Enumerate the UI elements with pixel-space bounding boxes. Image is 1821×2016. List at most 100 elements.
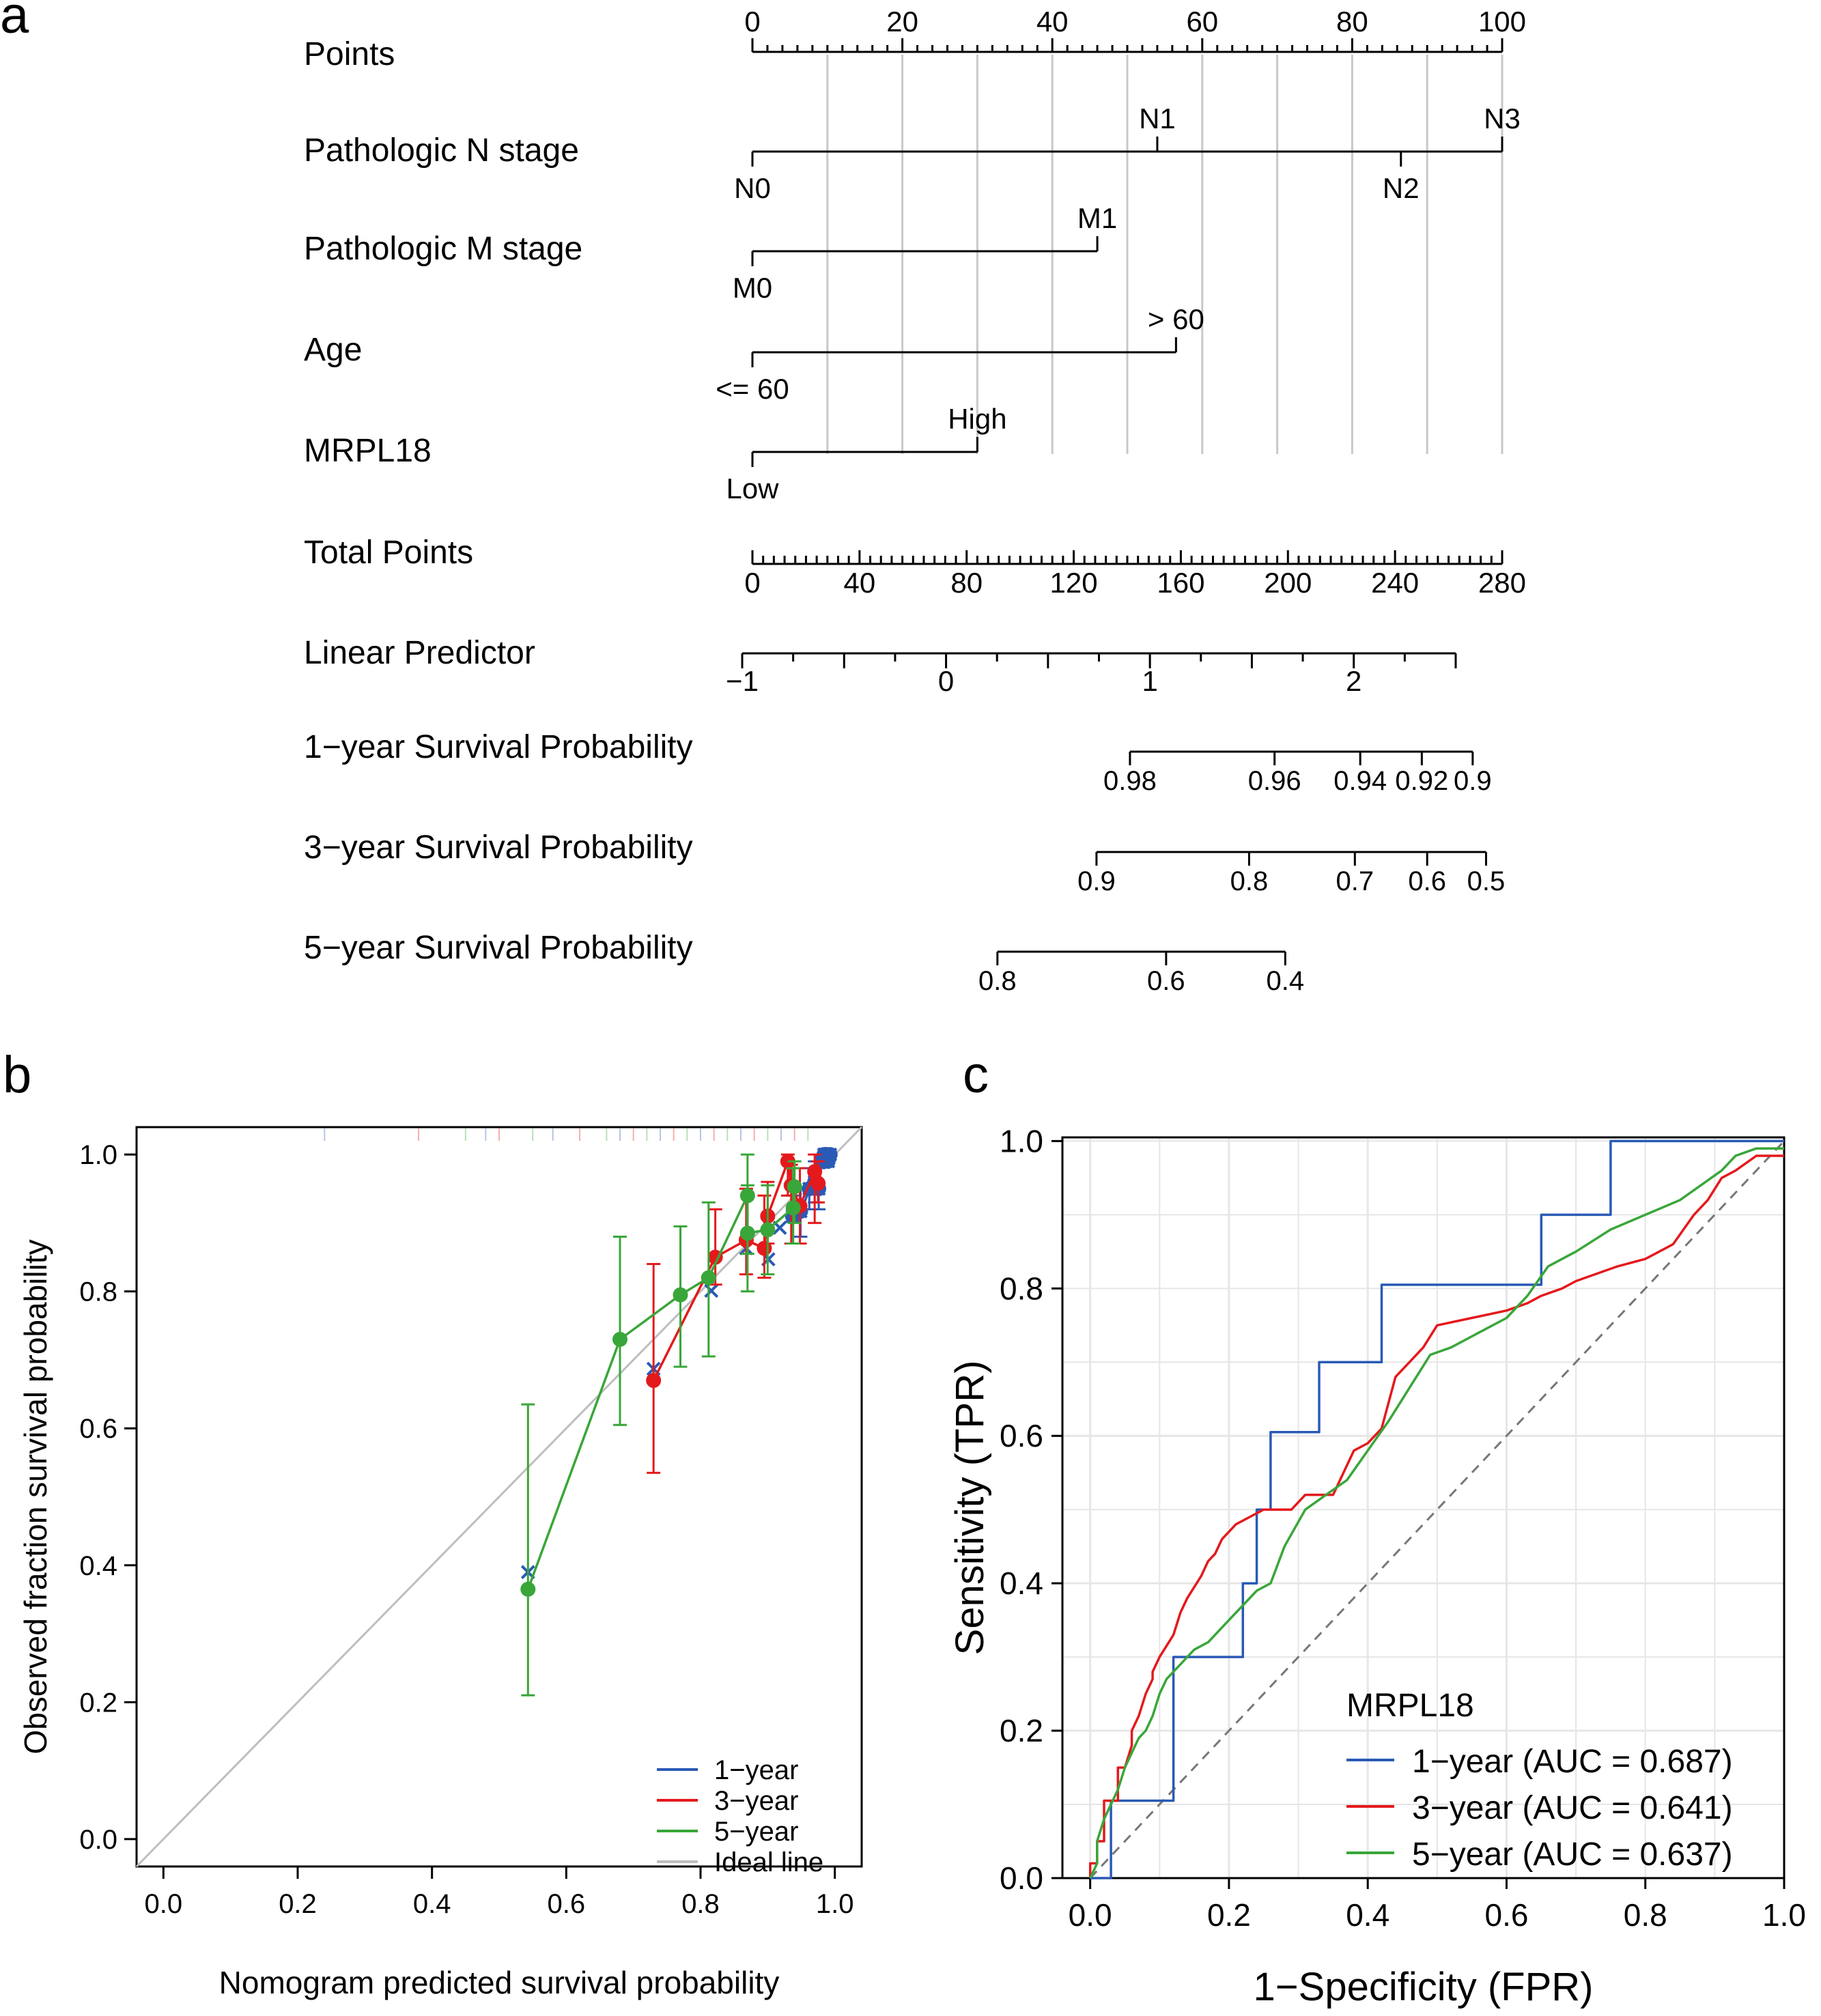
survival-tick-label: 0.9 [1077, 866, 1116, 896]
x-axis-label: 1−Specificity (FPR) [1254, 1965, 1594, 2009]
total-points-tick-label: 80 [950, 567, 983, 599]
data-point-x [704, 1283, 719, 1298]
x-tick-label: 0.2 [279, 1889, 317, 1919]
calibration-line [652, 1160, 819, 1381]
level-label: N2 [1383, 172, 1420, 204]
level-label: > 60 [1148, 303, 1204, 335]
plot-frame [135, 1126, 863, 1868]
x-axis-label: Nomogram predicted survival probability [219, 1965, 780, 2000]
y-tick-label: 0.6 [1000, 1418, 1043, 1453]
roc-legend: MRPL18 1−year (AUC = 0.687) 3−year (AUC = … [1346, 1688, 1733, 1873]
legend-label: 3−year [714, 1786, 798, 1816]
data-point [785, 1200, 801, 1216]
level-label: M1 [1077, 202, 1117, 234]
total-points-tick-label: 240 [1371, 567, 1419, 599]
ideal-line [135, 1126, 863, 1868]
linear-predictor-tick-label: 1 [1142, 665, 1157, 697]
linear-predictor-tick-label: 2 [1346, 665, 1361, 697]
survival-tick-label: 0.5 [1467, 866, 1506, 896]
roc-curve [1089, 1147, 1784, 1879]
x-tick-label: 1.0 [816, 1889, 854, 1919]
points-tick-label: 20 [886, 5, 918, 38]
data-point [739, 1188, 755, 1204]
y-tick-label: 0.4 [79, 1551, 117, 1581]
total-points-tick-label: 40 [843, 567, 875, 599]
data-point [701, 1270, 716, 1286]
points-tick-label: 60 [1186, 5, 1218, 38]
variable-label: MRPL18 [304, 433, 432, 469]
panel-b-letter: b [3, 1046, 31, 1104]
points-tick-label: 0 [744, 5, 760, 38]
points-tick-label: 100 [1478, 5, 1526, 38]
data-point [757, 1240, 772, 1256]
calibration-plot: 0.0 0.2 0.4 0.6 0.8 1.0 0.0 0.2 0.4 0.6 0.8 1.0 Nomo… [18, 1126, 863, 2000]
y-tick-label: 0.4 [1000, 1565, 1043, 1601]
x-tick-label: 0.6 [1484, 1897, 1528, 1933]
data-point [822, 1147, 838, 1163]
linear-predictor-tick-label: 0 [938, 665, 954, 697]
plot-frame [1061, 1136, 1785, 1879]
level-label: M0 [733, 272, 772, 304]
survival-tick-label: 0.7 [1336, 866, 1374, 896]
data-point [520, 1581, 536, 1597]
x-tick-label: 0.4 [1346, 1897, 1389, 1933]
level-label: N3 [1484, 102, 1521, 134]
variable-label: Pathologic M stage [304, 231, 582, 267]
reference-diagonal [1089, 1140, 1785, 1879]
data-point [739, 1225, 755, 1241]
total-points-tick-label: 160 [1157, 567, 1204, 599]
legend-label: 5−year [714, 1817, 798, 1847]
level-label: N0 [734, 172, 771, 204]
survival-tick-label: 0.9 [1454, 766, 1492, 796]
linear-predictor-tick-label: −1 [726, 665, 759, 697]
data-point [810, 1176, 826, 1191]
total-points-tick-label: 0 [744, 567, 760, 599]
points-tick-label: 80 [1336, 5, 1368, 38]
x-tick-label: 0.0 [1069, 1897, 1112, 1933]
y-tick-label: 0.8 [1000, 1270, 1043, 1306]
calibration-series [520, 1153, 802, 1696]
roc-curve [1088, 1154, 1784, 1878]
survival-tick-label: 0.98 [1103, 766, 1157, 796]
data-point [612, 1331, 627, 1347]
level-label: N1 [1139, 102, 1176, 134]
y-axis-label: Observed fraction survival probability [18, 1239, 53, 1754]
survival-tick-label: 0.6 [1147, 966, 1185, 996]
y-tick-label: 0.2 [79, 1688, 117, 1718]
y-tick-label: 1.0 [79, 1140, 117, 1170]
level-label: <= 60 [716, 373, 789, 405]
total-points-tick-label: 200 [1264, 567, 1312, 599]
y-tick-label: 0.6 [79, 1414, 117, 1444]
panel-a-letter: a [0, 0, 29, 44]
y-tick-label: 0.8 [79, 1277, 117, 1307]
panel-b: b 0.0 0.2 0.4 0.6 0.8 1.0 0.0 0.2 0.4 0.6 0.8 1.0 No… [3, 1046, 863, 2000]
survival-tick-label: 0.6 [1408, 866, 1446, 896]
calibration-series [646, 1153, 826, 1474]
y-tick-label: 0.2 [1000, 1713, 1043, 1748]
survival-scale-label: 1−year Survival Probability [304, 729, 693, 765]
legend-label: 1−year [714, 1755, 798, 1785]
total-points-tick-label: 280 [1478, 567, 1526, 599]
x-tick-label: 0.2 [1207, 1897, 1251, 1933]
data-point [646, 1373, 662, 1389]
x-tick-label: 0.8 [681, 1889, 720, 1919]
variable-label: Age [304, 332, 362, 368]
y-tick-label: 1.0 [1000, 1123, 1043, 1159]
points-tick-label: 40 [1036, 5, 1069, 38]
data-point [673, 1287, 688, 1303]
legend-label: 3−year (AUC = 0.641) [1412, 1790, 1733, 1826]
survival-tick-label: 0.8 [1230, 866, 1269, 896]
data-point-x [772, 1220, 787, 1235]
survival-tick-label: 0.92 [1395, 766, 1448, 796]
legend-label: 5−year (AUC = 0.637) [1412, 1836, 1733, 1873]
panel-c-letter: c [963, 1046, 989, 1104]
data-point [760, 1222, 776, 1238]
points-axis-label: Points [304, 36, 395, 72]
survival-tick-label: 0.94 [1333, 766, 1387, 796]
level-label: Low [726, 472, 779, 505]
survival-scale-label: 5−year Survival Probability [304, 930, 693, 966]
data-point [807, 1164, 823, 1180]
